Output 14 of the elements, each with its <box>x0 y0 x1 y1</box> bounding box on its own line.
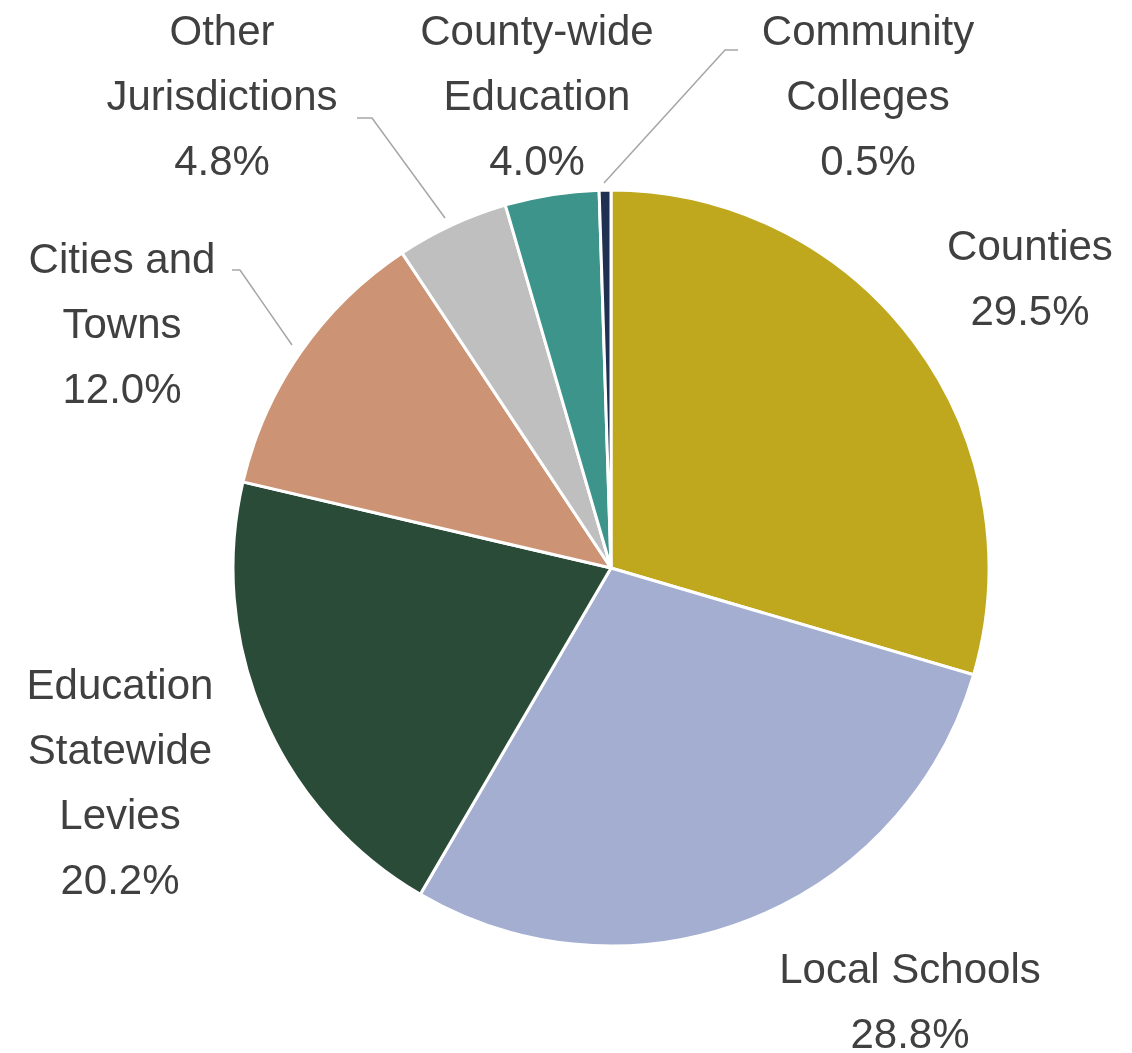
slice-label: County-wide Education <box>420 6 654 119</box>
slice-label: Counties <box>947 222 1113 269</box>
slice-label: Other Jurisdictions <box>106 6 338 119</box>
data-label: 12.0% <box>62 364 182 412</box>
data-label: 4.0% <box>489 136 585 184</box>
slice-label: Community Colleges <box>761 6 975 119</box>
slice-label: Local Schools <box>779 945 1041 992</box>
data-label: 29.5% <box>970 287 1090 334</box>
data-label: 28.8% <box>850 1010 970 1053</box>
slice-label: Education Statewide Levies <box>26 661 214 838</box>
data-label: 0.5% <box>820 136 916 184</box>
data-label: 4.8% <box>174 136 270 184</box>
slice-label: Cities and Towns <box>28 234 216 347</box>
data-label: 20.2% <box>60 856 180 903</box>
